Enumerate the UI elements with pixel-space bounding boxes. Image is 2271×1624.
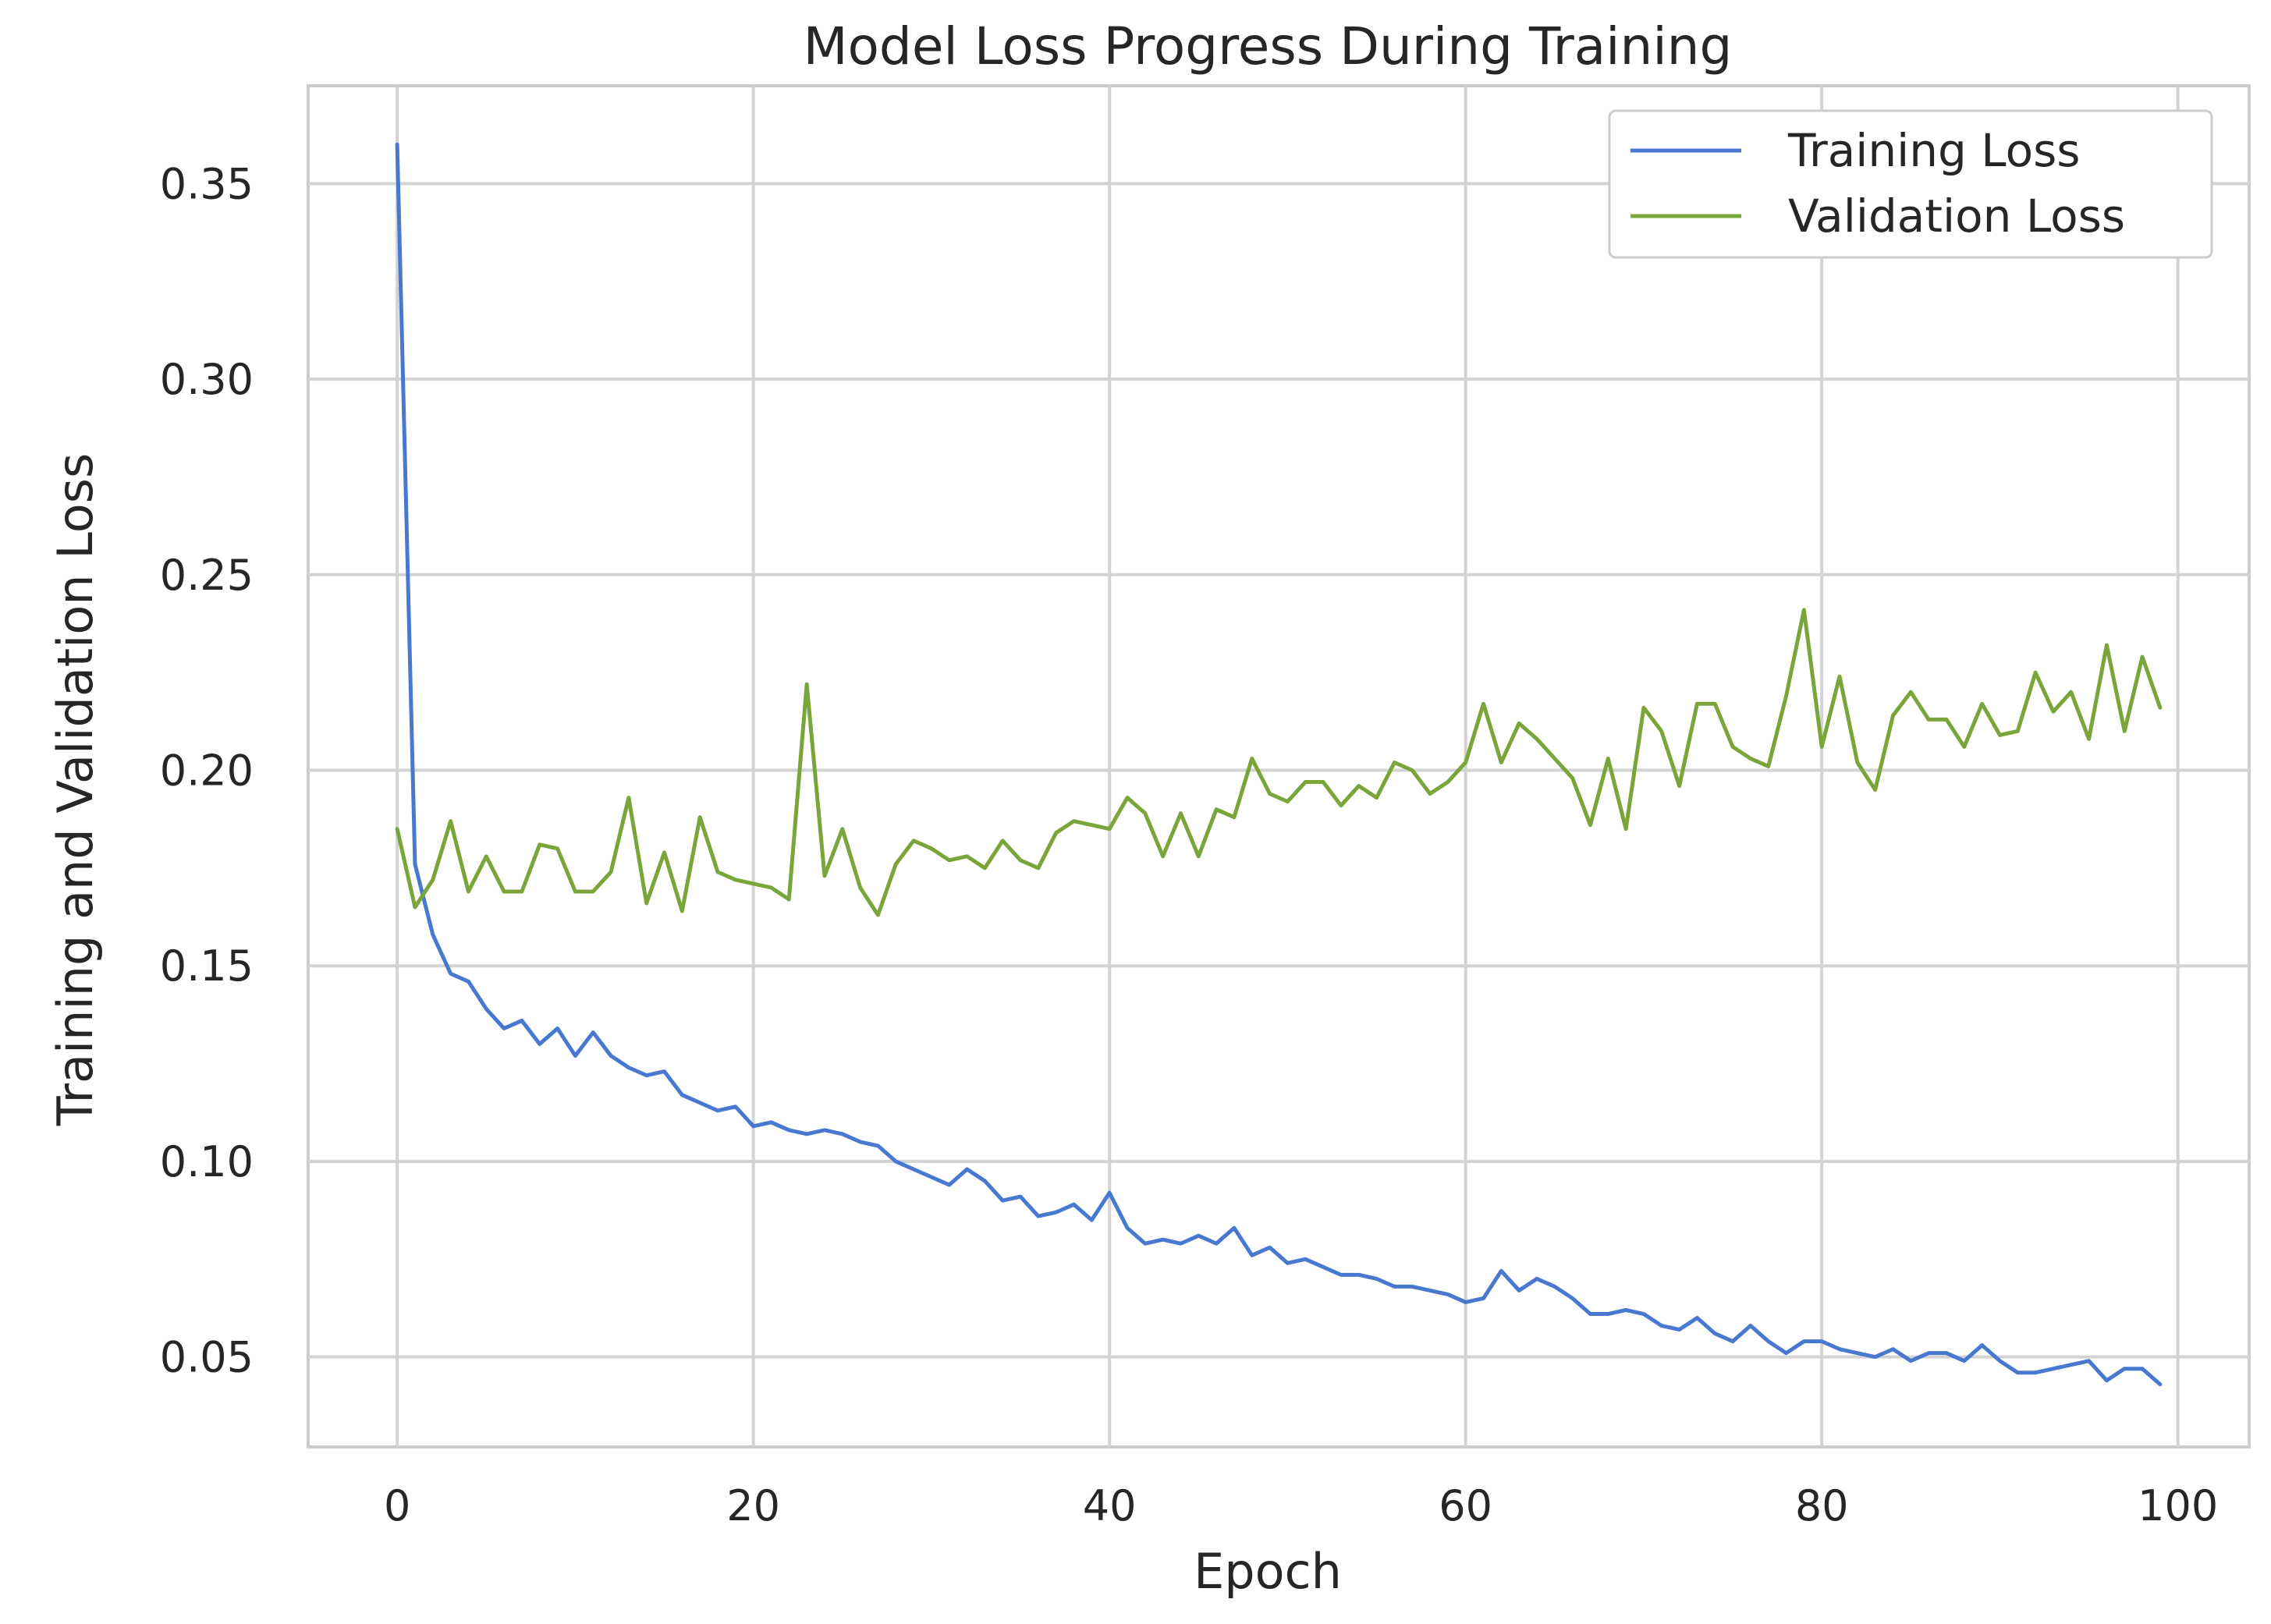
- x-axis-label: Epoch: [1194, 1543, 1342, 1600]
- x-tick-label: 40: [1083, 1481, 1137, 1530]
- x-tick-label: 80: [1795, 1481, 1849, 1530]
- y-axis-label: Training and Validation Loss: [47, 453, 104, 1127]
- y-tick-label: 0.20: [160, 746, 254, 796]
- legend-label-validation-loss: Validation Loss: [1788, 190, 2125, 243]
- plot-frame: [307, 84, 2251, 1448]
- y-tick-label: 0.05: [160, 1333, 254, 1382]
- y-tick-label: 0.25: [160, 551, 254, 600]
- x-tick-label: 20: [726, 1481, 780, 1530]
- chart-title: Model Loss Progress During Training: [804, 16, 1733, 76]
- training-loss-line: [395, 142, 2163, 1387]
- plot-area: [307, 84, 2251, 1448]
- x-tick-label: 60: [1439, 1481, 1492, 1530]
- y-tick-label: 0.35: [160, 159, 254, 208]
- series-layer: [395, 142, 2163, 1387]
- y-tick-label: 0.30: [160, 355, 254, 404]
- legend-box: [1608, 109, 2213, 259]
- legend: Training Loss Validation Loss: [1608, 109, 2213, 259]
- x-tick-label: 0: [384, 1481, 410, 1530]
- legend-label-training-loss: Training Loss: [1787, 124, 2081, 177]
- tick-labels: 0 20 40 60 80 100 0.05 0.10 0.15 0.20 0.25 0.30 0.35: [160, 159, 2218, 1530]
- gridlines: [308, 86, 2249, 1447]
- validation-loss-line: [395, 608, 2163, 917]
- x-tick-label: 100: [2138, 1481, 2218, 1530]
- y-tick-label: 0.10: [160, 1137, 254, 1186]
- y-tick-label: 0.15: [160, 941, 254, 991]
